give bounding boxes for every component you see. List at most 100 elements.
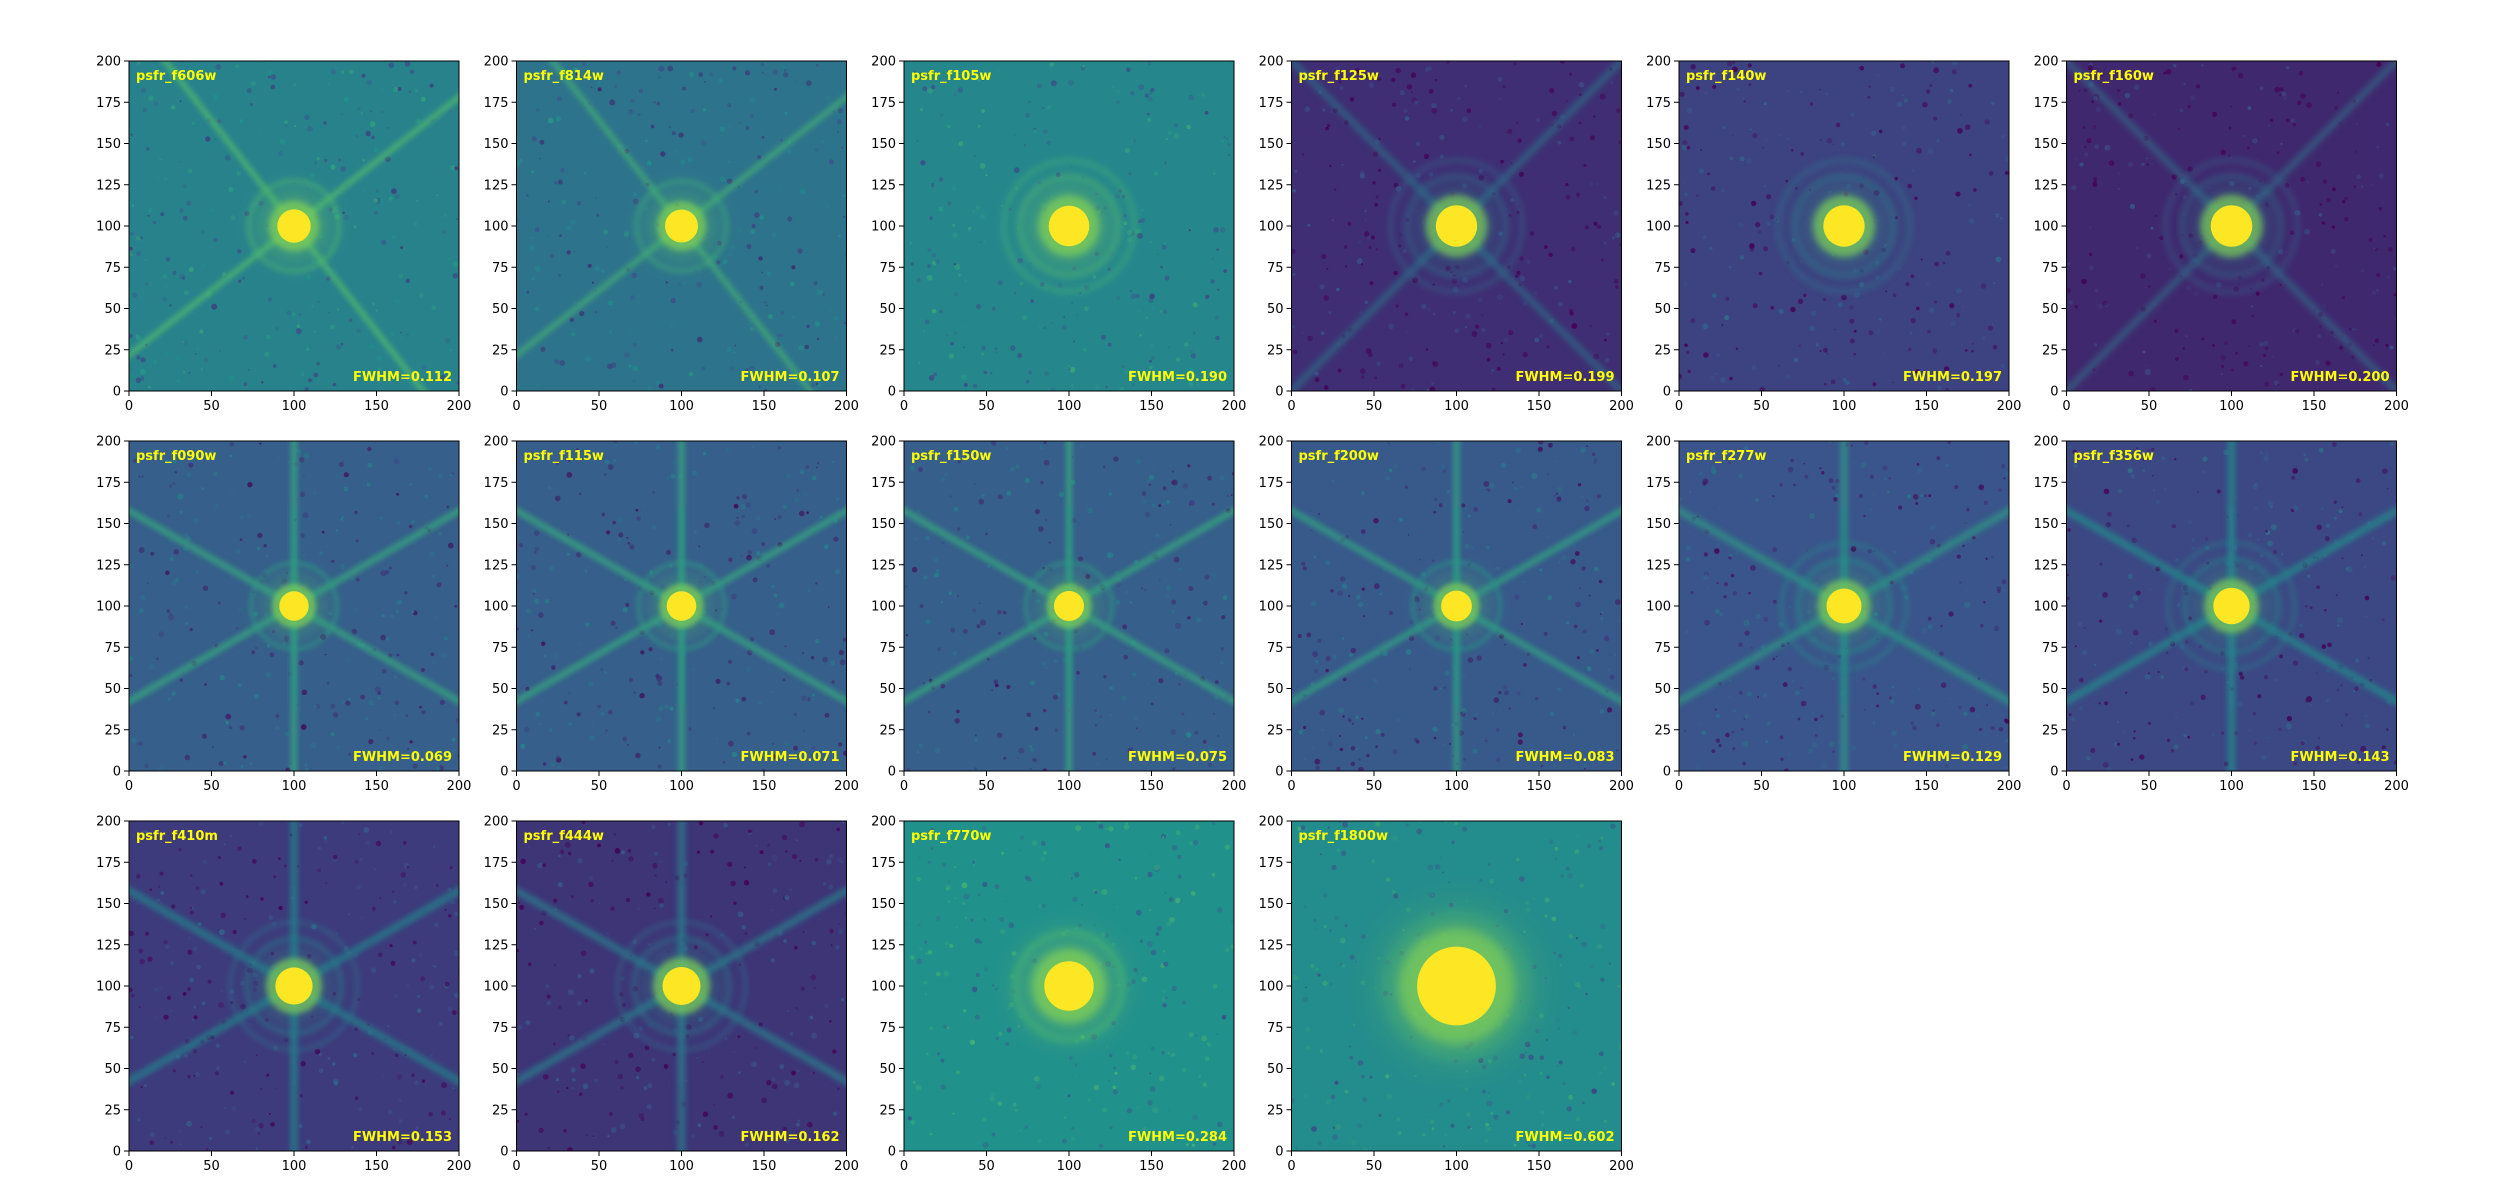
y-tick-label: 50 <box>2042 682 2059 697</box>
y-tick-label: 150 <box>1646 517 1671 532</box>
psf-core <box>665 209 698 243</box>
panel-filter-label: psfr_f115w <box>524 449 604 464</box>
y-tick-label: 0 <box>113 765 121 780</box>
diffraction-spikes <box>2066 61 2397 391</box>
y-tick-label: 175 <box>871 856 896 871</box>
x-tick-label: 200 <box>1609 1159 1634 1174</box>
y-tick-label: 25 <box>1267 1103 1284 1118</box>
psf-core <box>279 591 309 621</box>
y-tick-label: 150 <box>484 897 509 912</box>
y-tick-label: 75 <box>879 641 896 656</box>
x-tick-label: 100 <box>282 1159 307 1174</box>
y-tick-label: 175 <box>1259 476 1284 491</box>
y-tick-label: 0 <box>1275 765 1283 780</box>
x-tick-label: 50 <box>203 399 220 414</box>
diffraction-spikes <box>516 61 847 391</box>
panel-fwhm-label: FWHM=0.162 <box>740 1130 839 1145</box>
y-tick-label: 25 <box>2042 343 2059 358</box>
y-tick-label: 150 <box>2034 517 2059 532</box>
x-tick-label: 0 <box>1675 779 1683 794</box>
psf-core <box>275 967 313 1005</box>
x-tick-label: 0 <box>900 399 908 414</box>
y-tick-label: 50 <box>1267 1062 1284 1077</box>
y-tick-label: 175 <box>1259 856 1284 871</box>
psf-core <box>1044 961 1094 1011</box>
y-tick-label: 125 <box>484 178 509 193</box>
diffraction-spikes <box>2066 441 2397 771</box>
x-tick-label: 200 <box>834 399 859 414</box>
panel-fwhm-label: FWHM=0.107 <box>740 370 839 385</box>
y-tick-label: 0 <box>1663 385 1671 400</box>
y-tick-label: 125 <box>1259 178 1284 193</box>
y-tick-label: 75 <box>1267 261 1284 276</box>
y-tick-label: 200 <box>871 55 896 70</box>
y-tick-label: 200 <box>484 55 509 70</box>
x-tick-label: 150 <box>1527 779 1552 794</box>
psf-panel: 0 50 100 150 200 0 25 50 75 100 125 150 175 200 psfr_f… <box>2034 55 2409 415</box>
panel-filter-label: psfr_f150w <box>911 449 991 464</box>
y-tick-label: 50 <box>879 1062 896 1077</box>
panel-filter-label: psfr_f356w <box>2074 449 2154 464</box>
psf-core <box>2213 587 2250 625</box>
panel-filter-label: psfr_f090w <box>136 449 216 464</box>
y-tick-label: 50 <box>1267 682 1284 697</box>
y-tick-label: 150 <box>871 517 896 532</box>
psf-panel: 0 50 100 150 200 0 25 50 75 100 125 150 175 200 psfr_f… <box>96 435 471 795</box>
x-tick-label: 100 <box>669 399 694 414</box>
y-tick-label: 175 <box>96 96 121 111</box>
x-tick-label: 100 <box>669 1159 694 1174</box>
y-tick-label: 150 <box>871 897 896 912</box>
y-tick-label: 175 <box>871 96 896 111</box>
airy-ring <box>1023 560 1115 652</box>
y-tick-label: 100 <box>1646 600 1671 615</box>
y-tick-label: 0 <box>1275 385 1283 400</box>
y-tick-label: 0 <box>1275 1145 1283 1160</box>
psf-image <box>129 61 459 391</box>
x-tick-label: 0 <box>1287 399 1295 414</box>
x-tick-label: 50 <box>1753 399 1770 414</box>
x-tick-label: 50 <box>978 779 995 794</box>
psf-image <box>2066 61 2397 391</box>
panel-filter-label: psfr_f140w <box>1686 69 1766 84</box>
y-tick-label: 150 <box>1646 137 1671 152</box>
psf-panel: 0 50 100 150 200 0 25 50 75 100 125 150 175 200 psfr_f… <box>871 435 1246 795</box>
y-tick-label: 150 <box>484 137 509 152</box>
y-tick-label: 200 <box>1259 435 1284 450</box>
x-tick-label: 150 <box>752 1159 777 1174</box>
panel-filter-label: psfr_f1800w <box>1299 829 1388 844</box>
airy-ring <box>615 919 748 1053</box>
airy-ring <box>2166 540 2297 672</box>
airy-ring <box>634 179 729 273</box>
x-tick-label: 150 <box>364 1159 389 1174</box>
airy-ring <box>1792 174 1896 278</box>
airy-ring <box>2182 557 2281 655</box>
y-tick-label: 200 <box>484 815 509 830</box>
panel-fwhm-label: FWHM=0.197 <box>1903 370 2002 385</box>
x-tick-label: 100 <box>1832 399 1857 414</box>
x-tick-label: 150 <box>1139 779 1164 794</box>
y-tick-label: 75 <box>1654 641 1671 656</box>
psf-core <box>662 967 701 1005</box>
y-tick-label: 25 <box>492 343 509 358</box>
y-tick-label: 125 <box>871 938 896 953</box>
y-tick-label: 100 <box>484 980 509 995</box>
x-tick-label: 150 <box>364 779 389 794</box>
psf-image <box>516 61 847 391</box>
x-tick-label: 0 <box>1287 1159 1295 1174</box>
y-tick-label: 75 <box>492 1021 509 1036</box>
x-tick-label: 100 <box>2219 779 2244 794</box>
psf-image <box>904 821 1234 1151</box>
x-tick-label: 200 <box>1997 779 2022 794</box>
x-tick-label: 200 <box>1222 1159 1247 1174</box>
y-tick-label: 25 <box>492 1103 509 1118</box>
y-tick-label: 175 <box>2034 476 2059 491</box>
y-tick-label: 50 <box>104 682 121 697</box>
y-tick-label: 200 <box>96 435 121 450</box>
airy-ring <box>2163 158 2300 294</box>
psf-panel: 0 50 100 150 200 0 25 50 75 100 125 150 175 200 psfr_f… <box>96 815 471 1175</box>
y-tick-label: 100 <box>1259 980 1284 995</box>
psf-core <box>1048 205 1090 247</box>
y-tick-label: 100 <box>2034 600 2059 615</box>
y-tick-label: 175 <box>1646 476 1671 491</box>
y-tick-label: 25 <box>492 723 509 738</box>
